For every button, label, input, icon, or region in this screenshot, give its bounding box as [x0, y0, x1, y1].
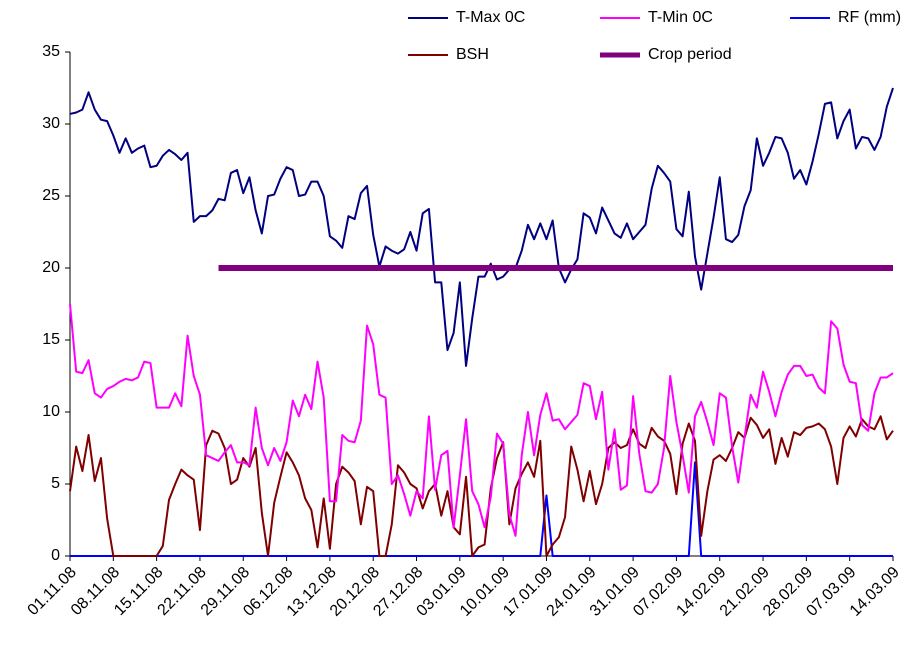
- y-tick-label: 20: [42, 259, 60, 276]
- y-tick-label: 5: [51, 475, 60, 492]
- series-line: [69, 415, 894, 557]
- legend-label: RF (mm): [838, 9, 901, 26]
- y-tick-label: 35: [42, 43, 60, 60]
- series-line: [69, 303, 894, 537]
- y-tick-label: 0: [51, 547, 60, 564]
- y-tick-label: 25: [42, 187, 60, 204]
- legend-label: BSH: [456, 46, 489, 63]
- y-tick-label: 10: [42, 403, 60, 420]
- legend-label: T-Min 0C: [648, 9, 713, 26]
- legend-label: Crop period: [648, 46, 732, 63]
- series-line: [70, 461, 893, 557]
- y-tick-label: 15: [42, 331, 60, 348]
- legend-label: T-Max 0C: [456, 9, 525, 26]
- series-line: [69, 87, 894, 367]
- y-tick-label: 30: [42, 115, 60, 132]
